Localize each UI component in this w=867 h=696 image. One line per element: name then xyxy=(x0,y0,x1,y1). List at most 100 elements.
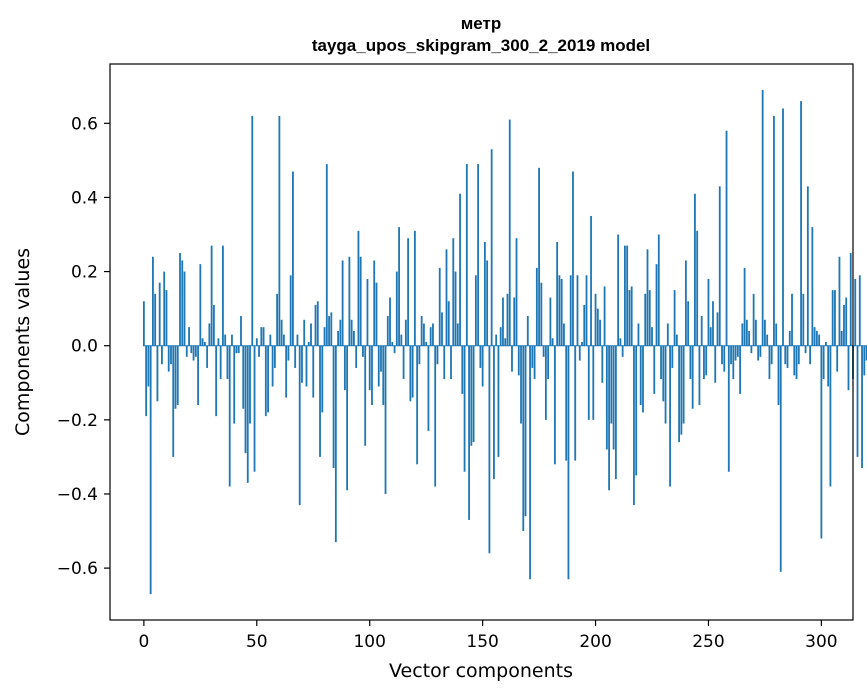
bar-125 xyxy=(425,342,428,346)
bar-48 xyxy=(251,115,254,346)
bar-142 xyxy=(463,345,466,472)
bar-12 xyxy=(170,345,172,365)
bar-90 xyxy=(346,345,349,491)
bar-56 xyxy=(269,334,272,346)
bar-124 xyxy=(423,323,425,346)
bar-0 xyxy=(142,301,145,346)
bar-214 xyxy=(626,245,629,346)
bar-198 xyxy=(590,215,592,346)
bar-163 xyxy=(511,345,513,372)
bar-66 xyxy=(292,171,294,346)
bar-91 xyxy=(348,256,351,346)
bar-16 xyxy=(179,253,181,346)
bar-161 xyxy=(506,293,509,346)
bar-157 xyxy=(497,345,500,457)
bar-295 xyxy=(809,345,811,365)
bar-58 xyxy=(273,345,276,368)
bar-120 xyxy=(413,230,416,346)
bar-213 xyxy=(624,245,626,346)
bar-276 xyxy=(766,334,769,346)
bar-20 xyxy=(188,327,190,346)
bar-96 xyxy=(359,256,362,346)
bar-311 xyxy=(845,297,848,346)
bar-190 xyxy=(572,171,574,346)
y-tick-label: 0.2 xyxy=(71,263,98,283)
bar-130 xyxy=(436,345,439,365)
bar-303 xyxy=(827,345,830,387)
bar-136 xyxy=(450,345,452,380)
bar-172 xyxy=(531,345,534,368)
bar-288 xyxy=(793,345,796,376)
bar-269 xyxy=(750,345,753,354)
bar-261 xyxy=(732,345,735,380)
bar-129 xyxy=(434,345,437,487)
bar-98 xyxy=(364,345,367,446)
bar-238 xyxy=(680,345,683,435)
bar-209 xyxy=(614,345,617,480)
bar-210 xyxy=(617,234,620,346)
bar-313 xyxy=(849,253,852,346)
bar-318 xyxy=(861,345,863,469)
bar-158 xyxy=(499,327,502,346)
x-tick-label: 250 xyxy=(692,632,724,652)
bar-22 xyxy=(192,345,195,361)
bar-215 xyxy=(628,290,631,346)
bar-32 xyxy=(215,345,218,417)
bar-223 xyxy=(646,249,649,346)
x-tick-label: 300 xyxy=(805,632,837,652)
bar-252 xyxy=(712,301,714,346)
bar-6 xyxy=(156,345,159,402)
bar-316 xyxy=(856,345,859,457)
bar-140 xyxy=(459,193,461,346)
bar-135 xyxy=(447,301,450,346)
bar-145 xyxy=(470,345,473,446)
bar-64 xyxy=(287,345,290,361)
bar-299 xyxy=(818,334,821,346)
bar-97 xyxy=(362,345,364,357)
bar-166 xyxy=(517,345,520,376)
bar-81 xyxy=(325,164,328,346)
y-tick-label: −0.4 xyxy=(57,485,98,505)
bar-127 xyxy=(429,327,432,346)
bar-320 xyxy=(865,345,867,361)
bar-85 xyxy=(334,345,337,543)
bar-26 xyxy=(201,338,204,346)
bar-273 xyxy=(759,345,762,357)
bar-235 xyxy=(673,290,676,346)
bar-315 xyxy=(854,278,857,346)
bar-274 xyxy=(761,89,764,346)
bar-225 xyxy=(651,327,653,346)
x-tick-label: 200 xyxy=(579,632,611,652)
bar-114 xyxy=(400,334,403,346)
bar-247 xyxy=(700,316,703,346)
bar-224 xyxy=(648,290,651,346)
bar-44 xyxy=(242,345,245,409)
bar-211 xyxy=(619,338,622,346)
bar-50 xyxy=(255,338,258,346)
bar-144 xyxy=(468,345,470,520)
bar-65 xyxy=(289,275,292,346)
bar-298 xyxy=(815,330,818,346)
bar-73 xyxy=(307,342,310,346)
bar-302 xyxy=(825,342,827,346)
bar-217 xyxy=(633,345,635,506)
bar-234 xyxy=(671,345,674,368)
bar-251 xyxy=(709,327,712,346)
bar-49 xyxy=(253,345,256,472)
bar-264 xyxy=(739,345,741,394)
bar-319 xyxy=(863,345,866,376)
bar-107 xyxy=(384,345,387,494)
bar-117 xyxy=(407,238,410,346)
x-tick-label: 150 xyxy=(466,632,498,652)
bar-112 xyxy=(395,271,398,346)
bar-226 xyxy=(653,345,656,394)
bar-52 xyxy=(260,327,263,346)
bar-202 xyxy=(599,319,601,346)
bar-35 xyxy=(222,245,224,346)
bar-253 xyxy=(714,345,717,383)
bar-290 xyxy=(797,345,800,365)
bar-70 xyxy=(301,345,303,383)
bar-30 xyxy=(210,245,213,346)
bar-173 xyxy=(533,345,536,380)
bar-183 xyxy=(556,241,559,346)
